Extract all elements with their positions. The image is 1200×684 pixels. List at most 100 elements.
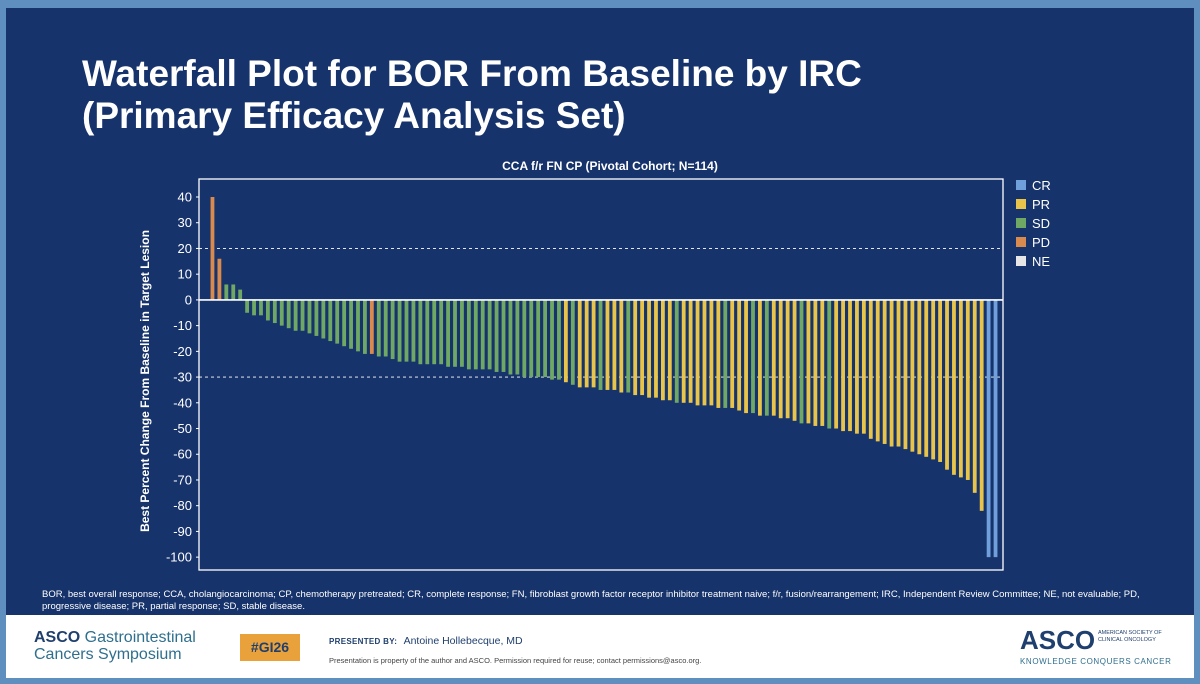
bar-63-PR <box>640 299 645 396</box>
bar-52-PR <box>563 299 568 383</box>
y-tick-label: -30 <box>173 370 192 385</box>
bar-10-SD <box>272 299 277 324</box>
asco-logo-subtitle: AMERICAN SOCIETY OF CLINICAL ONCOLOGY <box>1098 630 1162 643</box>
bar-18-SD <box>328 299 333 342</box>
y-tick-label: -10 <box>173 318 192 333</box>
bar-49-SD <box>543 299 548 378</box>
bar-5-SD <box>238 289 243 300</box>
bar-102-PR <box>910 299 915 452</box>
copyright-notice: Presentation is property of the author a… <box>329 656 702 665</box>
bar-7-SD <box>252 299 256 316</box>
title-line-1: Waterfall Plot for BOR From Baseline by … <box>82 53 862 94</box>
legend-label-ne: NE <box>1032 254 1050 269</box>
bar-95-PR <box>861 299 866 434</box>
bar-108-PR <box>952 299 956 475</box>
y-tick-label: 0 <box>185 292 192 307</box>
bar-45-SD <box>515 299 520 375</box>
bar-99-PR <box>889 299 894 447</box>
bar-14-SD <box>300 299 305 331</box>
bar-44-SD <box>508 299 513 375</box>
bar-4-SD <box>231 284 236 300</box>
bar-106-PR <box>938 299 943 462</box>
legend-swatch-sd <box>1016 218 1026 228</box>
bar-51-SD <box>557 299 561 380</box>
bar-83-PR <box>778 299 783 419</box>
bar-86-SD <box>799 299 804 424</box>
slide-title: Waterfall Plot for BOR From Baseline by … <box>82 53 1082 137</box>
bar-82-PR <box>771 299 776 416</box>
presenter-name: Antoine Hollebecque, MD <box>403 635 523 647</box>
footnote: BOR, best overall response; CCA, cholang… <box>42 589 1140 612</box>
bar-61-SD <box>626 299 631 393</box>
y-tick-label: -70 <box>173 472 192 487</box>
bar-46-SD <box>522 299 527 378</box>
bar-104-PR <box>924 299 929 457</box>
bar-59-PR <box>612 299 617 390</box>
bar-91-PR <box>834 299 839 429</box>
bar-29-SD <box>404 299 409 362</box>
bar-12-SD <box>286 299 291 329</box>
waterfall-chart: CCA f/r FN CP (Pivotal Cohort; N=114) 40… <box>138 159 1051 571</box>
bar-30-SD <box>411 299 416 362</box>
y-tick-label: 10 <box>178 267 192 282</box>
bar-28-SD <box>397 299 402 362</box>
bar-113-CR <box>986 299 991 558</box>
bar-53-SD <box>570 299 575 385</box>
footer: ASCO Gastrointestinal Cancers Symposium … <box>6 615 1194 678</box>
y-tick-label: -60 <box>173 447 192 462</box>
bar-66-PR <box>660 299 665 401</box>
bar-71-PR <box>695 299 700 406</box>
bar-65-PR <box>654 299 658 398</box>
bars <box>210 197 998 558</box>
bar-39-SD <box>473 299 478 370</box>
legend-swatch-pd <box>1016 237 1026 247</box>
bar-34-SD <box>439 299 444 365</box>
bar-26-SD <box>383 299 388 357</box>
bar-21-SD <box>349 299 353 349</box>
y-tick-label: 20 <box>178 241 192 256</box>
bar-74-PR <box>716 299 721 408</box>
bar-76-PR <box>730 299 735 408</box>
y-tick-label: 40 <box>178 190 192 205</box>
bar-111-PR <box>972 299 977 493</box>
bar-100-PR <box>896 299 901 447</box>
bar-94-PR <box>855 299 859 434</box>
bar-37-SD <box>460 299 464 367</box>
y-tick-label: -20 <box>173 344 192 359</box>
asco-tagline: KNOWLEDGE CONQUERS CANCER <box>1020 657 1172 666</box>
bar-25-SD <box>376 299 381 357</box>
symposium-logo-asco: ASCO <box>34 629 81 646</box>
bar-78-PR <box>744 299 748 414</box>
bar-17-SD <box>321 299 326 339</box>
y-tick-label: -50 <box>173 421 192 436</box>
symposium-logo-line1: Gastrointestinal <box>80 629 196 646</box>
bar-107-PR <box>945 299 949 470</box>
chart-legend: CR PR SD PD NE <box>1016 178 1051 269</box>
presented-by-label: PRESENTED BY: <box>329 637 398 646</box>
bar-55-PR <box>584 299 589 388</box>
legend-label-pr: PR <box>1032 197 1050 212</box>
bar-3-SD <box>224 284 229 300</box>
presented-by: PRESENTED BY: Antoine Hollebecque, MD <box>329 635 523 647</box>
bar-114-CR <box>993 299 998 558</box>
bar-15-SD <box>307 299 312 334</box>
y-tick-label: -80 <box>173 498 192 513</box>
bar-58-PR <box>605 299 610 390</box>
plot-frame <box>198 178 1004 571</box>
legend-swatch-pr <box>1016 199 1026 209</box>
y-axis-label: Best Percent Change From Baseline in Tar… <box>138 230 152 532</box>
bar-54-PR <box>577 299 582 388</box>
y-axis-ticks: 40 30 20 10 0 -10 -20 -30 -40 -50 -60 -70 -80 -90 -100 <box>166 190 199 565</box>
symposium-logo-line2: Cancers Symposium <box>34 646 182 663</box>
bar-8-SD <box>259 299 263 316</box>
bar-50-SD <box>550 299 554 380</box>
bar-13-SD <box>293 299 298 331</box>
legend-label-cr: CR <box>1032 178 1051 193</box>
bar-75-SD <box>723 299 728 408</box>
y-tick-label: -90 <box>173 524 192 539</box>
legend-label-sd: SD <box>1032 216 1050 231</box>
bar-72-PR <box>702 299 707 406</box>
bar-87-PR <box>806 299 811 424</box>
bar-9-SD <box>265 299 270 321</box>
bar-19-SD <box>335 299 340 344</box>
